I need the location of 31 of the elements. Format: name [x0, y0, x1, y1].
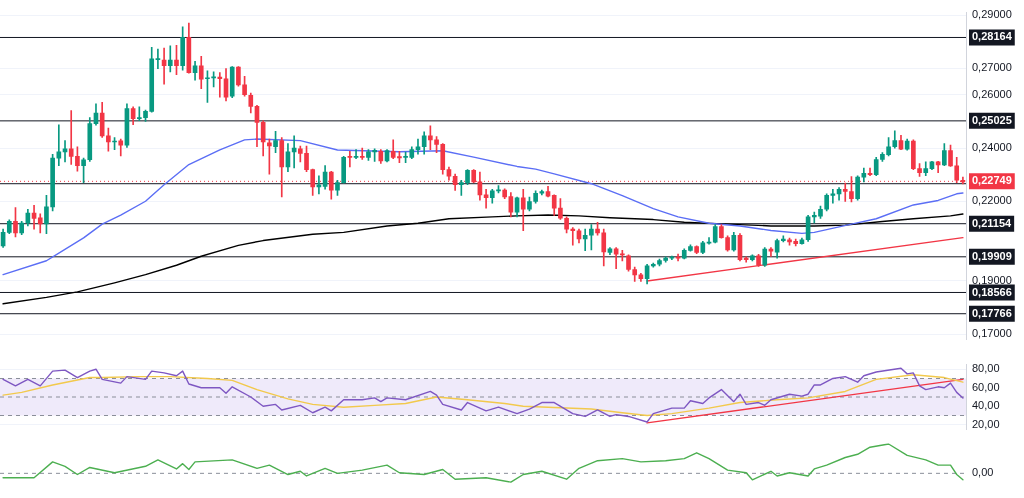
- candlestick: [217, 72, 223, 98]
- y-tick-label: 40,00: [972, 399, 1000, 412]
- y-tick-label: 20,00: [972, 417, 1000, 430]
- candlestick: [359, 147, 365, 160]
- y-tick-label: 0,29000: [972, 8, 1012, 21]
- y-tick-label: 0,26000: [972, 88, 1012, 100]
- candlestick: [347, 150, 353, 168]
- candlestick: [353, 149, 359, 160]
- candlestick: [830, 188, 836, 204]
- y-tick-label: 0,27000: [972, 61, 1012, 74]
- candlestick: [706, 237, 712, 245]
- y-tick-label: 80,00: [972, 362, 1000, 375]
- y-tick-label: 0,22000: [972, 194, 1012, 207]
- ref-line-label: 0,21154: [972, 216, 1013, 229]
- ref-line-label: 0,17766: [972, 306, 1012, 319]
- candlestick: [155, 48, 161, 69]
- ref-line-label: 0,18566: [972, 285, 1012, 298]
- candlestick: [415, 138, 421, 155]
- y-tick-label: 0,24000: [972, 141, 1012, 154]
- y-tick-label: 0,17000: [972, 327, 1012, 340]
- candlestick: [781, 235, 786, 243]
- candlestick: [167, 45, 173, 73]
- ref-line-label: 0,22749: [972, 174, 1012, 187]
- ref-line-label: 0,00: [972, 466, 994, 479]
- ref-line-label: 0,25025: [972, 113, 1012, 126]
- candlestick: [570, 227, 576, 246]
- ref-line-label: 0,19909: [972, 249, 1012, 262]
- ref-line-label: 0,28164: [972, 30, 1013, 43]
- candlestick: [316, 175, 322, 195]
- y-tick-label: 60,00: [972, 380, 1000, 393]
- y-tick-label: 0,19000: [972, 273, 1012, 286]
